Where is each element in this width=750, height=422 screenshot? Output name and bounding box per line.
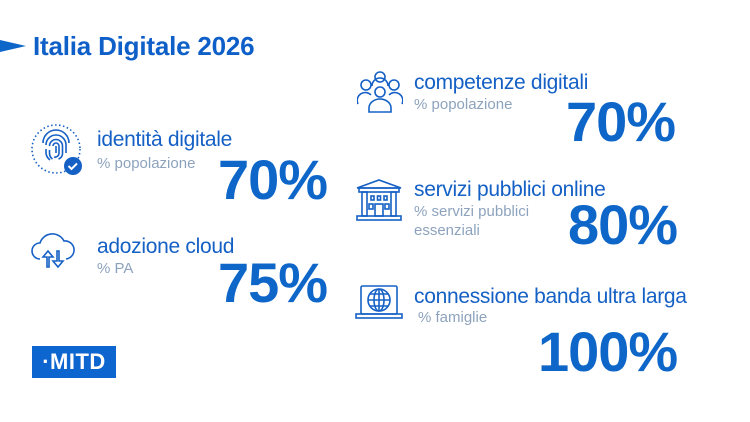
people-group-icon bbox=[357, 70, 403, 114]
metric-sub-competenze-digitali: % popolazione bbox=[414, 96, 513, 113]
metric-sub-servizi-pubblici-line2: essenziali bbox=[414, 222, 480, 239]
metric-sub-adozione-cloud: % PA bbox=[97, 260, 134, 277]
arrow-right-icon bbox=[0, 40, 26, 52]
public-building-icon bbox=[355, 178, 403, 222]
globe-laptop-icon bbox=[355, 284, 403, 322]
metric-value-banda-ultra-larga: 100% bbox=[538, 320, 678, 383]
metric-label-competenze-digitali: competenze digitali bbox=[414, 71, 589, 94]
metric-value-competenze-digitali: 70% bbox=[566, 90, 676, 153]
fingerprint-check-icon bbox=[30, 123, 86, 179]
metric-label-identita-digitale: identità digitale bbox=[97, 128, 232, 151]
metric-label-servizi-pubblici-online: servizi pubblici online bbox=[414, 178, 606, 201]
metric-sub-identita-digitale: % popolazione bbox=[97, 155, 196, 172]
page-title: Italia Digitale 2026 bbox=[33, 31, 255, 61]
metric-value-adozione-cloud: 75% bbox=[218, 251, 328, 314]
metric-value-servizi-pubblici-online: 80% bbox=[568, 193, 678, 256]
mitd-logo: ·MITD bbox=[32, 346, 116, 378]
metric-label-banda-ultra-larga: connessione banda ultra larga bbox=[414, 285, 687, 308]
metric-label-adozione-cloud: adozione cloud bbox=[97, 235, 235, 258]
cloud-sync-icon bbox=[30, 231, 76, 271]
metric-sub-servizi-pubblici-line1: % servizi pubblici bbox=[414, 203, 530, 220]
metric-value-identita-digitale: 70% bbox=[218, 148, 328, 211]
metric-sub-banda-ultra-larga: % famiglie bbox=[418, 309, 488, 326]
